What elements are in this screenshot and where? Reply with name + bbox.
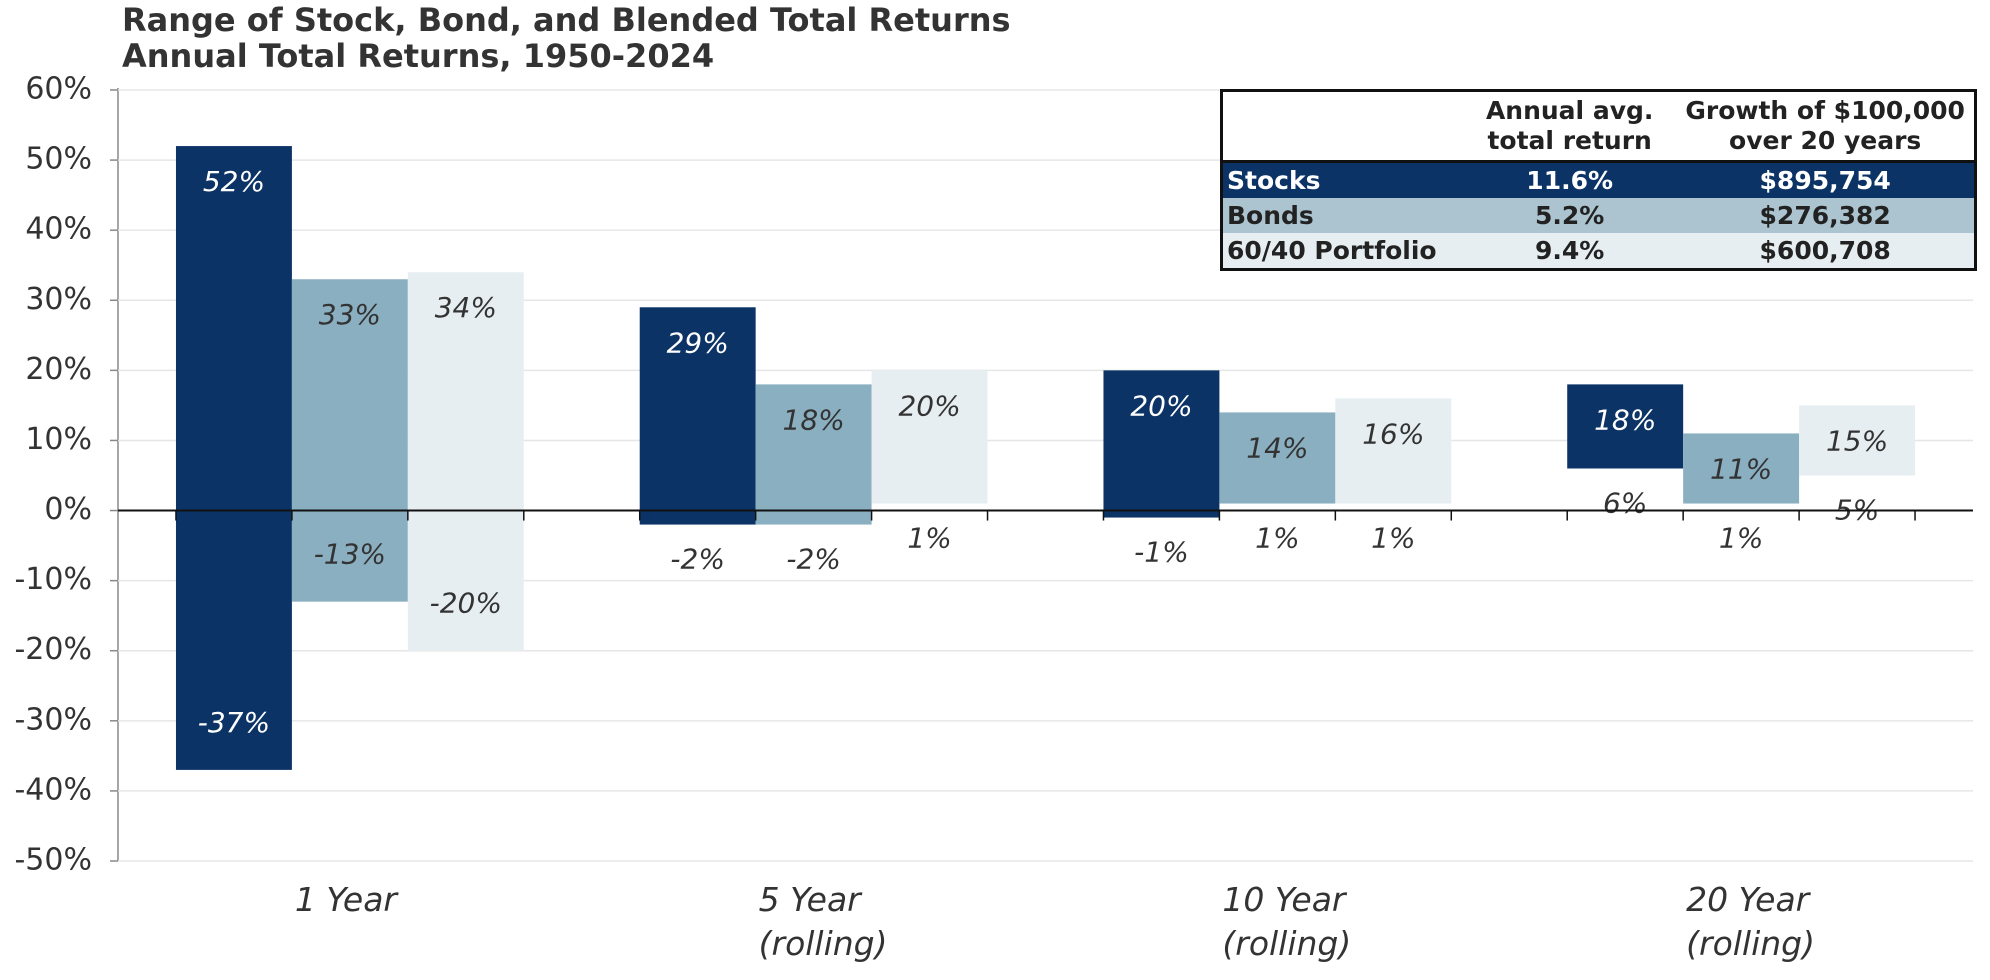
table-cell: $895,754 (1759, 166, 1891, 195)
y-tick-label: -10% (14, 562, 92, 597)
y-tick-label: 50% (25, 142, 92, 177)
high-label: 14% (1246, 431, 1308, 464)
table-row: 60/40 Portfolio 9.4% $600,708 (1221, 233, 1976, 270)
low-label: -1% (1134, 536, 1189, 569)
y-tick-label: 10% (25, 422, 92, 457)
x-tick-label: 20 Year (rolling) (1686, 880, 1815, 963)
high-label: 29% (667, 326, 729, 359)
row-name: Stocks (1227, 166, 1321, 195)
table-cell: 9.4% (1534, 236, 1605, 265)
x-tick-label: 5 Year (rolling) (758, 880, 888, 963)
high-label: 18% (1594, 403, 1656, 436)
x-tick-label: 10 Year (rolling) (1222, 880, 1352, 963)
y-tick-label: 20% (25, 352, 92, 387)
low-label: 6% (1603, 486, 1647, 519)
row-name: 60/40 Portfolio (1227, 236, 1437, 265)
table-row: Bonds 5.2% $276,382 (1221, 198, 1976, 233)
bar (755, 384, 872, 525)
bar (871, 370, 988, 504)
low-label: -20% (430, 587, 502, 620)
bar (1799, 405, 1916, 476)
high-label: 18% (783, 403, 845, 436)
bar (407, 272, 524, 651)
column-header: Annual avg. total return (1463, 90, 1677, 162)
low-label: 1% (1719, 522, 1763, 555)
chart-title: Range of Stock, Bond, and Blended Total … (122, 1, 1011, 39)
bar (291, 279, 408, 602)
low-label: 1% (1371, 522, 1415, 555)
low-label: -37% (198, 706, 270, 739)
table-cell: 5.2% (1534, 201, 1605, 230)
y-tick-label: 30% (25, 282, 92, 317)
high-label: 20% (1130, 389, 1192, 422)
high-label: 34% (435, 291, 497, 324)
high-label: 33% (319, 298, 381, 331)
y-tick-label: -30% (14, 702, 92, 737)
low-label: -2% (786, 543, 841, 576)
header-blank (1221, 90, 1463, 162)
bar (1683, 433, 1800, 504)
table-cell: 11.6% (1526, 166, 1614, 195)
column-header: Growth of $100,000 over 20 years (1676, 90, 1976, 162)
table-cell: $276,382 (1759, 201, 1891, 230)
high-label: 11% (1710, 452, 1772, 485)
y-tick-label: 0% (44, 492, 92, 527)
bar (1103, 370, 1220, 518)
y-tick-label: -40% (14, 772, 92, 807)
y-tick-label: 60% (25, 72, 92, 107)
bar (1335, 398, 1452, 504)
table-cell: $600,708 (1759, 236, 1891, 265)
low-label: 1% (1255, 522, 1299, 555)
high-label: 20% (898, 389, 960, 422)
x-tick-label: 1 Year (294, 880, 397, 919)
low-label: -2% (670, 543, 725, 576)
low-label: -13% (314, 538, 386, 571)
y-tick-label: -20% (14, 632, 92, 667)
low-label: 1% (907, 522, 951, 555)
row-name: Bonds (1227, 201, 1314, 230)
table-row: Stocks 11.6% $895,754 (1221, 161, 1976, 198)
high-label: 16% (1362, 417, 1424, 450)
summary-table: Annual avg. total return Growth of $100,0… (1220, 89, 1977, 271)
bar (175, 146, 292, 770)
table-header: Annual avg. total return Growth of $100,0… (1221, 90, 1976, 162)
high-label: 15% (1826, 424, 1888, 457)
bar (1219, 412, 1336, 504)
bar (1567, 384, 1684, 469)
y-tick-label: 40% (25, 212, 92, 247)
bar (639, 307, 756, 525)
chart-subtitle: Annual Total Returns, 1950-2024 (122, 37, 715, 75)
high-label: 52% (203, 165, 265, 198)
y-tick-label: -50% (14, 843, 92, 878)
